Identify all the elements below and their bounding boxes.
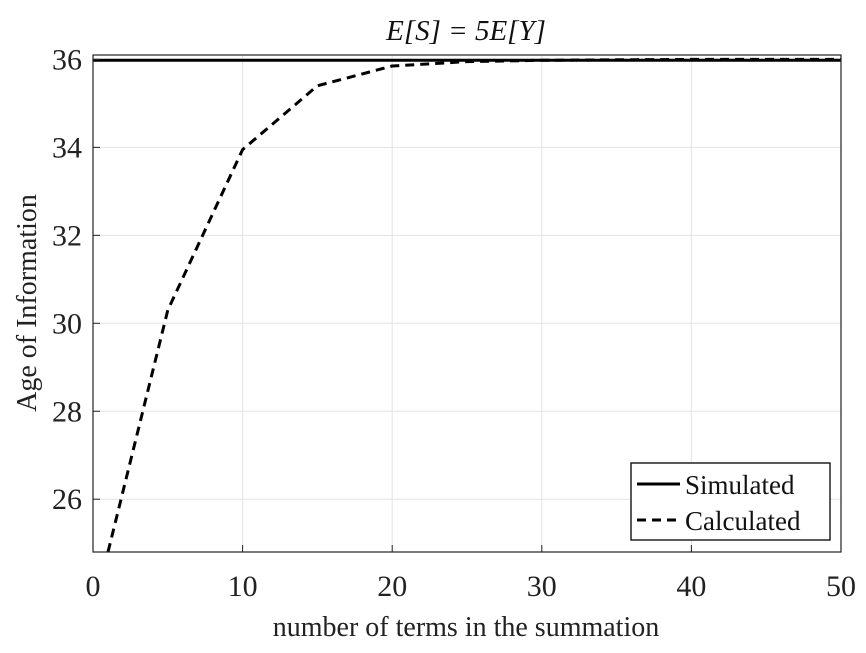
series-line-calculated [106, 57, 841, 552]
x-tick-label: 50 [826, 570, 856, 603]
y-tick-label: 32 [52, 219, 82, 252]
axes-frame [92, 54, 842, 553]
legend: Simulated Calculated [630, 462, 831, 541]
legend-label-calculated: Calculated [685, 506, 801, 536]
x-tick-label: 40 [676, 570, 706, 603]
x-axis-label: number of terms in the summation [273, 612, 660, 643]
x-tick-label: 20 [377, 570, 407, 603]
axes [92, 54, 842, 553]
y-tick-label: 36 [52, 43, 82, 76]
chart-title: E[S] = 5E[Y] [385, 15, 546, 47]
plot-lines [93, 57, 841, 552]
legend-box [630, 462, 831, 541]
x-tick-label: 30 [527, 570, 557, 603]
y-axis-label: Age of Information [12, 194, 43, 412]
x-tick-label: 0 [86, 570, 101, 603]
legend-label-simulated: Simulated [685, 470, 795, 500]
y-tick-label: 28 [52, 395, 82, 428]
y-tick-label: 26 [52, 483, 82, 516]
x-tick-label: 10 [228, 570, 258, 603]
grid [92, 55, 842, 552]
y-tick-label: 34 [52, 131, 82, 164]
y-tick-label: 30 [52, 307, 82, 340]
tick-labels: 0 10 20 30 40 50 26 28 30 32 34 36 [52, 43, 856, 603]
